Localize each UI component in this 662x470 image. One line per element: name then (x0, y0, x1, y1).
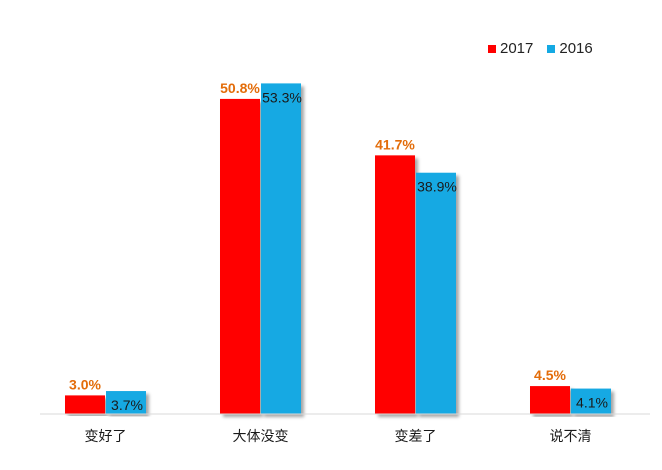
bar-2017-2 (375, 155, 415, 414)
legend-item-2017: 2017 (488, 40, 533, 57)
data-label-2016-1: 53.3% (262, 89, 302, 105)
x-tick-label-1: 大体没变 (233, 429, 289, 445)
legend-label-2016: 2016 (559, 40, 593, 57)
data-label-2016-0: 3.7% (111, 397, 143, 413)
legend-swatch-2017 (488, 44, 496, 53)
bar-2017-0 (65, 395, 105, 414)
legend-label-2017: 2017 (500, 40, 534, 57)
bar-2016-0 (106, 391, 146, 414)
bar-2016-1 (261, 83, 301, 414)
data-labels-layer: 3.0% 3.7% 50.8%53.3% 41.7% 38.9% 4.5% 4.1% (69, 80, 608, 413)
legend: 2017 2016 (488, 40, 593, 57)
data-label-2017-0: 3.0% (69, 376, 101, 392)
x-tick-labels-layer: 变好了 大体没变 变差了 说不清 (85, 429, 592, 445)
x-tick-label-2: 变差了 (395, 429, 437, 445)
bar-2016-2 (416, 172, 456, 414)
data-label-2017-1: 50.8% (220, 80, 260, 96)
data-label-2016-2: 38.9% (417, 179, 457, 195)
x-tick-label-3: 说不清 (550, 429, 592, 445)
data-label-2016-3: 4.1% (576, 395, 608, 411)
data-label-2017-3: 4.5% (534, 367, 566, 383)
legend-swatch-2016 (547, 44, 556, 53)
legend-item-2016: 2016 (547, 40, 593, 57)
bars-layer (65, 83, 611, 415)
data-label-2017-2: 41.7% (375, 136, 415, 152)
bar-2017-1 (220, 98, 260, 415)
bar-2017-3 (530, 386, 570, 414)
bar-2016-3 (571, 388, 611, 414)
x-tick-label-0: 变好了 (85, 429, 127, 445)
